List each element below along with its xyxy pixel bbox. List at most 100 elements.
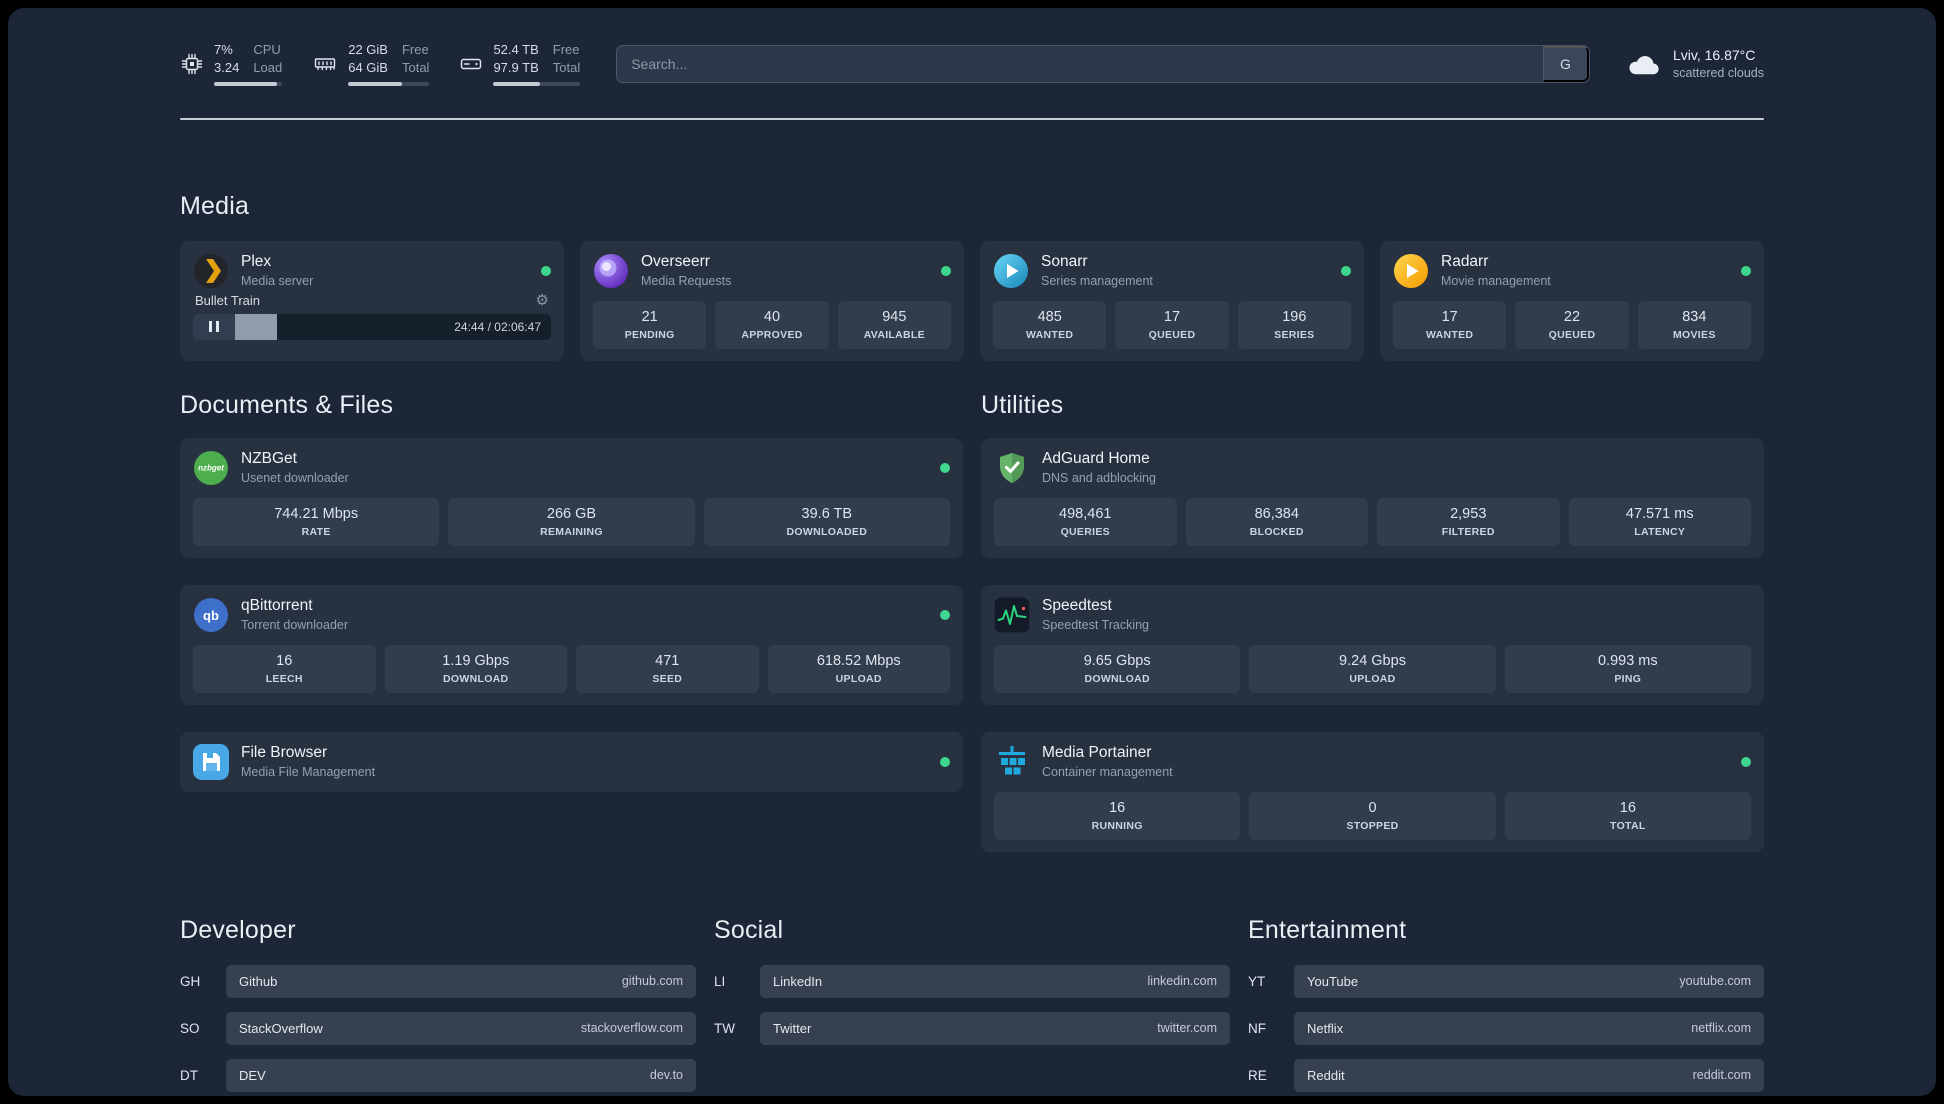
service-name: File Browser bbox=[241, 744, 328, 761]
plex-icon bbox=[193, 253, 229, 289]
service-name: Plex bbox=[241, 253, 272, 270]
weather-widget: Lviv, 16.87°C scattered clouds bbox=[1626, 47, 1764, 80]
bookmark-domain: reddit.com bbox=[1692, 1068, 1751, 1082]
memory-total-value: 64 GiB bbox=[348, 60, 388, 76]
bookmark-group-social: Social LI LinkedIn linkedin.com TW Twitt… bbox=[714, 916, 1230, 1092]
memory-progress-bar bbox=[348, 81, 430, 86]
bookmark-name: YouTube bbox=[1307, 973, 1359, 989]
service-name: AdGuard Home bbox=[1042, 450, 1150, 467]
bookmark-twitter[interactable]: TW Twitter twitter.com bbox=[714, 1011, 1230, 1045]
stat-blocked: 86,384 BLOCKED bbox=[1185, 497, 1368, 546]
stat-download: 1.19 Gbps DOWNLOAD bbox=[384, 644, 567, 693]
stat-downloaded: 39.6 TB DOWNLOADED bbox=[703, 497, 950, 546]
service-card-plex[interactable]: Plex Media server Bullet Train ⚙ bbox=[180, 240, 564, 361]
playback-progress-bar[interactable]: 24:44 / 02:06:47 bbox=[193, 313, 551, 340]
service-card-qbittorrent[interactable]: qb qBittorrent Torrent downloader bbox=[180, 584, 963, 705]
bookmark-dev[interactable]: DT DEV dev.to bbox=[180, 1058, 696, 1092]
memory-free-value: 22 GiB bbox=[348, 42, 388, 57]
status-dot-online bbox=[940, 756, 950, 767]
stat-wanted: 485 WANTED bbox=[993, 300, 1107, 349]
weather-condition: scattered clouds bbox=[1672, 66, 1764, 81]
stat-queries: 498,461 QUERIES bbox=[994, 497, 1177, 546]
status-dot-online bbox=[941, 265, 951, 276]
service-card-sonarr[interactable]: Sonarr Series management 485 WANTED 17 Q… bbox=[980, 240, 1364, 361]
search-input[interactable] bbox=[617, 45, 1543, 82]
bookmark-github[interactable]: GH Github github.com bbox=[180, 964, 696, 998]
filebrowser-icon bbox=[193, 743, 229, 780]
service-description: Series management bbox=[1041, 274, 1153, 288]
service-name: Radarr bbox=[1441, 253, 1489, 270]
bookmark-abbr: LI bbox=[714, 973, 726, 989]
service-card-radarr[interactable]: Radarr Movie management 17 WANTED 22 QUE… bbox=[1380, 240, 1764, 361]
bookmark-domain: twitter.com bbox=[1157, 1021, 1217, 1035]
bookmark-domain: youtube.com bbox=[1679, 974, 1751, 988]
stat-queued: 22 QUEUED bbox=[1515, 300, 1629, 349]
bookmark-name: DEV bbox=[239, 1067, 266, 1083]
weather-location: Lviv, 16.87°C bbox=[1672, 47, 1756, 64]
service-description: Media Requests bbox=[641, 274, 732, 288]
qbittorrent-icon: qb bbox=[193, 597, 229, 633]
stat-remaining: 266 GB REMAINING bbox=[448, 497, 695, 546]
cpu-usage-label: CPU bbox=[253, 42, 281, 57]
radarr-icon bbox=[1393, 253, 1429, 289]
memory-icon bbox=[312, 52, 338, 76]
topbar-divider bbox=[180, 117, 1764, 120]
disk-icon bbox=[459, 52, 483, 76]
status-dot-online bbox=[940, 462, 950, 473]
bookmark-abbr: NF bbox=[1248, 1020, 1266, 1036]
disk-free-value: 52.4 TB bbox=[493, 42, 539, 57]
section-documents: Documents & Files nzbget bbox=[180, 391, 963, 852]
section-media: Media Plex Media server bbox=[180, 192, 1764, 361]
memory-free-label: Free bbox=[401, 42, 429, 57]
bookmark-name: LinkedIn bbox=[773, 973, 823, 989]
bookmark-domain: stackoverflow.com bbox=[580, 1021, 683, 1035]
service-card-overseerr[interactable]: Overseerr Media Requests 21 PENDING 40 A… bbox=[580, 240, 964, 361]
service-card-portainer[interactable]: Media Portainer Container management 16 … bbox=[981, 731, 1764, 852]
sonarr-icon bbox=[993, 253, 1029, 289]
stat-series: 196 SERIES bbox=[1237, 300, 1351, 349]
stat-running: 16 RUNNING bbox=[994, 791, 1241, 840]
bookmark-reddit[interactable]: RE Reddit reddit.com bbox=[1248, 1058, 1764, 1092]
plex-now-playing: Bullet Train ⚙ 24:44 / 02:06:47 bbox=[193, 293, 551, 340]
service-card-filebrowser[interactable]: File Browser Media File Management bbox=[180, 731, 963, 792]
search-engine-button[interactable]: G bbox=[1542, 45, 1589, 82]
bookmark-stackoverflow[interactable]: SO StackOverflow stackoverflow.com bbox=[180, 1011, 696, 1045]
bookmark-netflix[interactable]: NF Netflix netflix.com bbox=[1248, 1011, 1764, 1045]
cpu-load-label: Load bbox=[253, 60, 283, 76]
stat-filtered: 2,953 FILTERED bbox=[1377, 497, 1560, 546]
service-description: Media server bbox=[241, 274, 314, 288]
section-title-developer: Developer bbox=[180, 915, 296, 944]
service-description: Torrent downloader bbox=[241, 618, 349, 632]
bookmark-group-entertainment: Entertainment YT YouTube youtube.com NF … bbox=[1248, 916, 1764, 1092]
bookmark-abbr: TW bbox=[714, 1020, 735, 1036]
section-title-media: Media bbox=[180, 191, 250, 220]
bookmark-abbr: DT bbox=[180, 1067, 198, 1083]
status-dot-online bbox=[541, 265, 551, 276]
portainer-icon bbox=[994, 744, 1030, 780]
settings-gear-icon[interactable]: ⚙ bbox=[535, 291, 549, 309]
bookmark-linkedin[interactable]: LI LinkedIn linkedin.com bbox=[714, 964, 1230, 998]
service-name: Media Portainer bbox=[1042, 744, 1152, 761]
bookmark-abbr: SO bbox=[180, 1020, 200, 1036]
section-title-utilities: Utilities bbox=[981, 390, 1064, 419]
service-description: Media File Management bbox=[241, 765, 376, 779]
cpu-usage-value: 7% bbox=[214, 42, 233, 57]
bookmark-name: Github bbox=[239, 973, 278, 989]
cpu-widget: 7% 3.24 CPU Load bbox=[180, 42, 283, 86]
status-dot-online bbox=[940, 609, 950, 620]
pause-icon[interactable] bbox=[193, 313, 235, 340]
bookmark-youtube[interactable]: YT YouTube youtube.com bbox=[1248, 964, 1764, 998]
service-name: qBittorrent bbox=[241, 597, 313, 614]
section-utilities: Utilities bbox=[981, 391, 1764, 852]
bookmark-name: StackOverflow bbox=[239, 1020, 323, 1036]
playback-track[interactable] bbox=[235, 313, 444, 340]
speedtest-icon bbox=[994, 596, 1030, 633]
service-card-speedtest[interactable]: Speedtest Speedtest Tracking 9.65 Gbps D… bbox=[981, 584, 1764, 705]
cpu-progress-bar bbox=[214, 81, 283, 86]
service-card-adguard[interactable]: AdGuard Home DNS and adblocking 498,461 … bbox=[981, 437, 1764, 558]
stat-rate: 744.21 Mbps RATE bbox=[193, 497, 440, 546]
service-description: Container management bbox=[1042, 765, 1173, 779]
service-card-nzbget[interactable]: nzbget NZBGet Usenet downloader 74 bbox=[180, 437, 963, 558]
service-name: NZBGet bbox=[241, 450, 297, 467]
search-bar: G bbox=[616, 44, 1590, 83]
